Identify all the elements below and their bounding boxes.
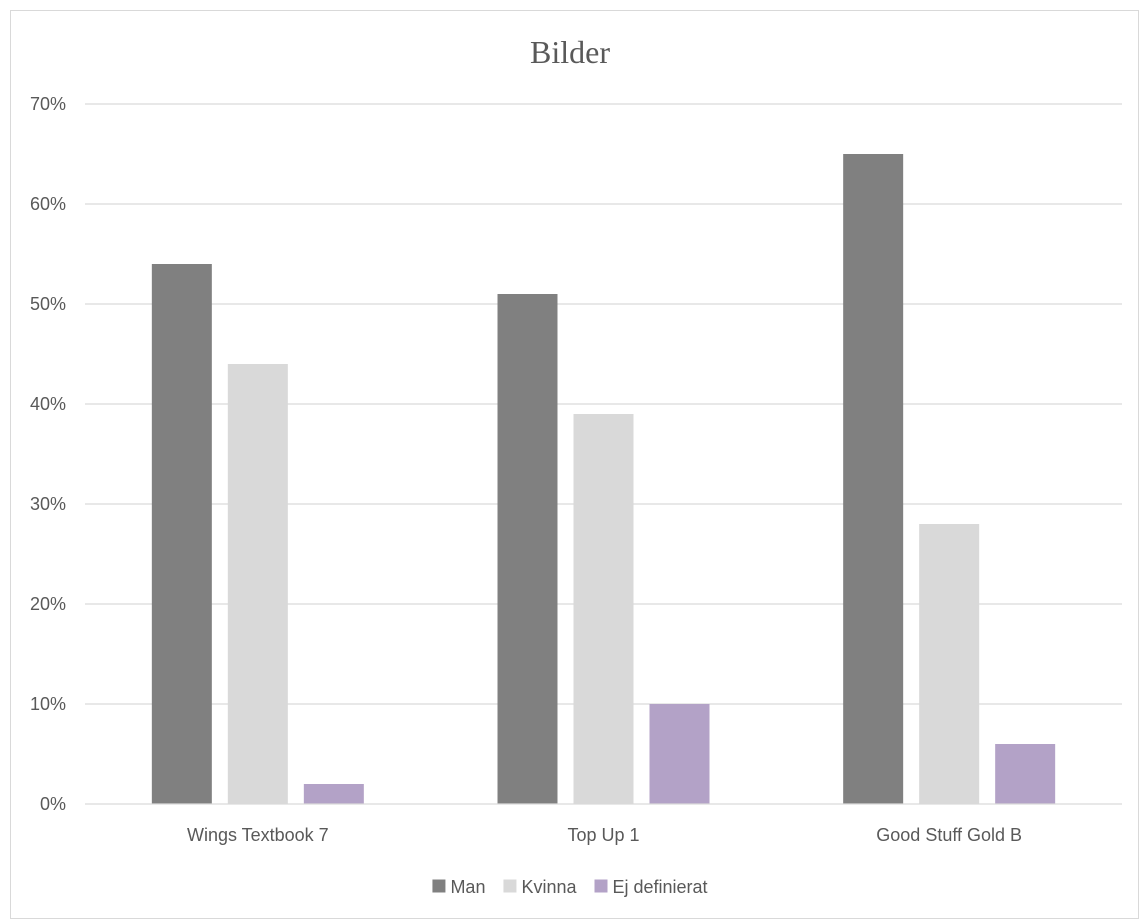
legend-label: Ej definierat	[613, 877, 708, 897]
bar-ej-definierat	[995, 744, 1056, 804]
x-axis-labels: Wings Textbook 7 Top Up 1 Good Stuff Gold …	[187, 825, 1022, 845]
legend: Man Kvinna Ej definierat	[432, 877, 708, 897]
bars	[151, 154, 1056, 804]
bar-ej-definierat	[649, 704, 710, 804]
bar-man	[151, 264, 212, 804]
x-tick-label: Top Up 1	[567, 825, 639, 845]
y-axis-labels: 0% 10% 20% 30% 40% 50% 60% 70%	[30, 94, 66, 814]
x-tick-label: Good Stuff Gold B	[876, 825, 1022, 845]
y-tick-label: 50%	[30, 294, 66, 314]
bar-kvinna	[919, 524, 980, 804]
legend-swatch	[594, 879, 608, 893]
legend-label: Kvinna	[521, 877, 577, 897]
x-tick-label: Wings Textbook 7	[187, 825, 329, 845]
legend-swatch	[503, 879, 517, 893]
bar-kvinna	[227, 364, 288, 804]
legend-swatch	[432, 879, 446, 893]
y-tick-label: 60%	[30, 194, 66, 214]
legend-label: Man	[450, 877, 485, 897]
chart-title: Bilder	[530, 34, 610, 70]
y-tick-label: 30%	[30, 494, 66, 514]
bar-ej-definierat	[303, 784, 364, 804]
bar-man	[497, 294, 558, 804]
bar-man	[843, 154, 904, 804]
y-tick-label: 40%	[30, 394, 66, 414]
y-tick-label: 10%	[30, 694, 66, 714]
y-tick-label: 20%	[30, 594, 66, 614]
y-tick-label: 0%	[40, 794, 66, 814]
y-tick-label: 70%	[30, 94, 66, 114]
bar-kvinna	[573, 414, 634, 804]
